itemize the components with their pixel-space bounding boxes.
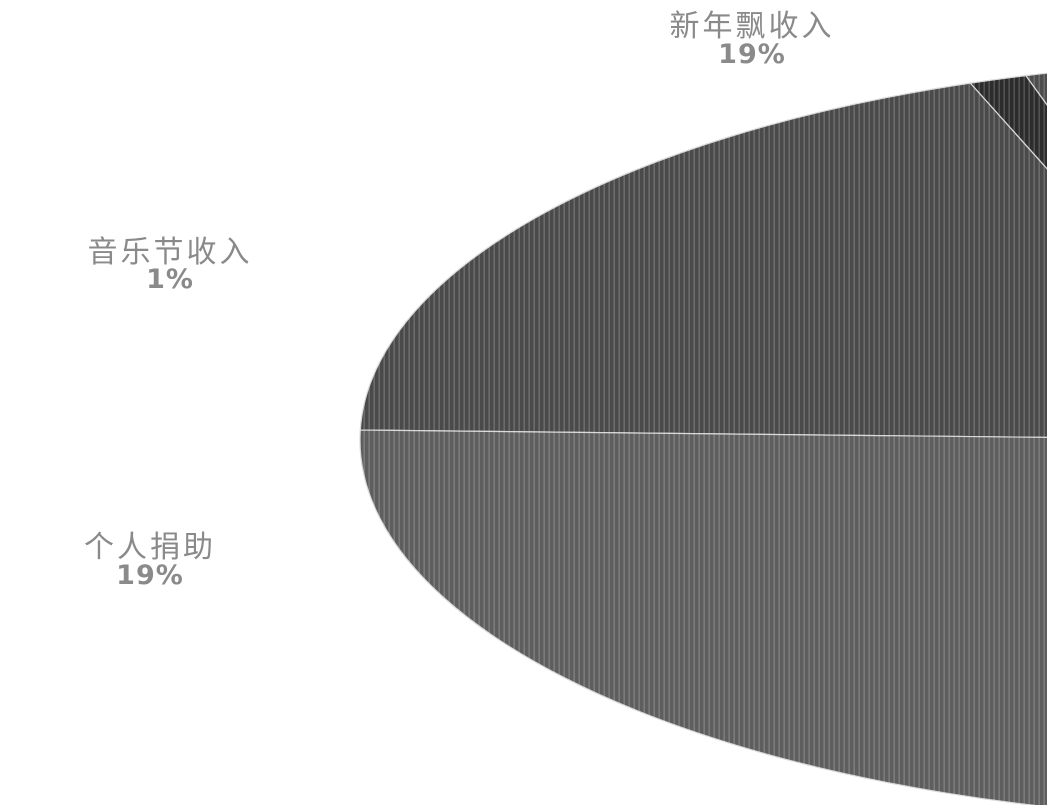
slice-percent-music-festival: 1%: [146, 264, 194, 295]
slice-percent-new-year: 19%: [718, 39, 786, 70]
pie-slice-texture-2: [1025, 73, 1047, 105]
pie-slice-texture-3: [360, 430, 1047, 805]
slice-label-music-festival: 音乐节收入: [88, 235, 253, 270]
slice-percent-personal-donation: 19%: [116, 560, 184, 591]
slice-label-personal-donation: 个人捐助: [84, 530, 216, 565]
pie-slice-texture-1: [970, 75, 1047, 169]
pie-slices: [359, 72, 1047, 805]
slice-label-new-year: 新年飘收入: [670, 9, 835, 44]
pie-slice-texture-0: [360, 83, 1047, 438]
